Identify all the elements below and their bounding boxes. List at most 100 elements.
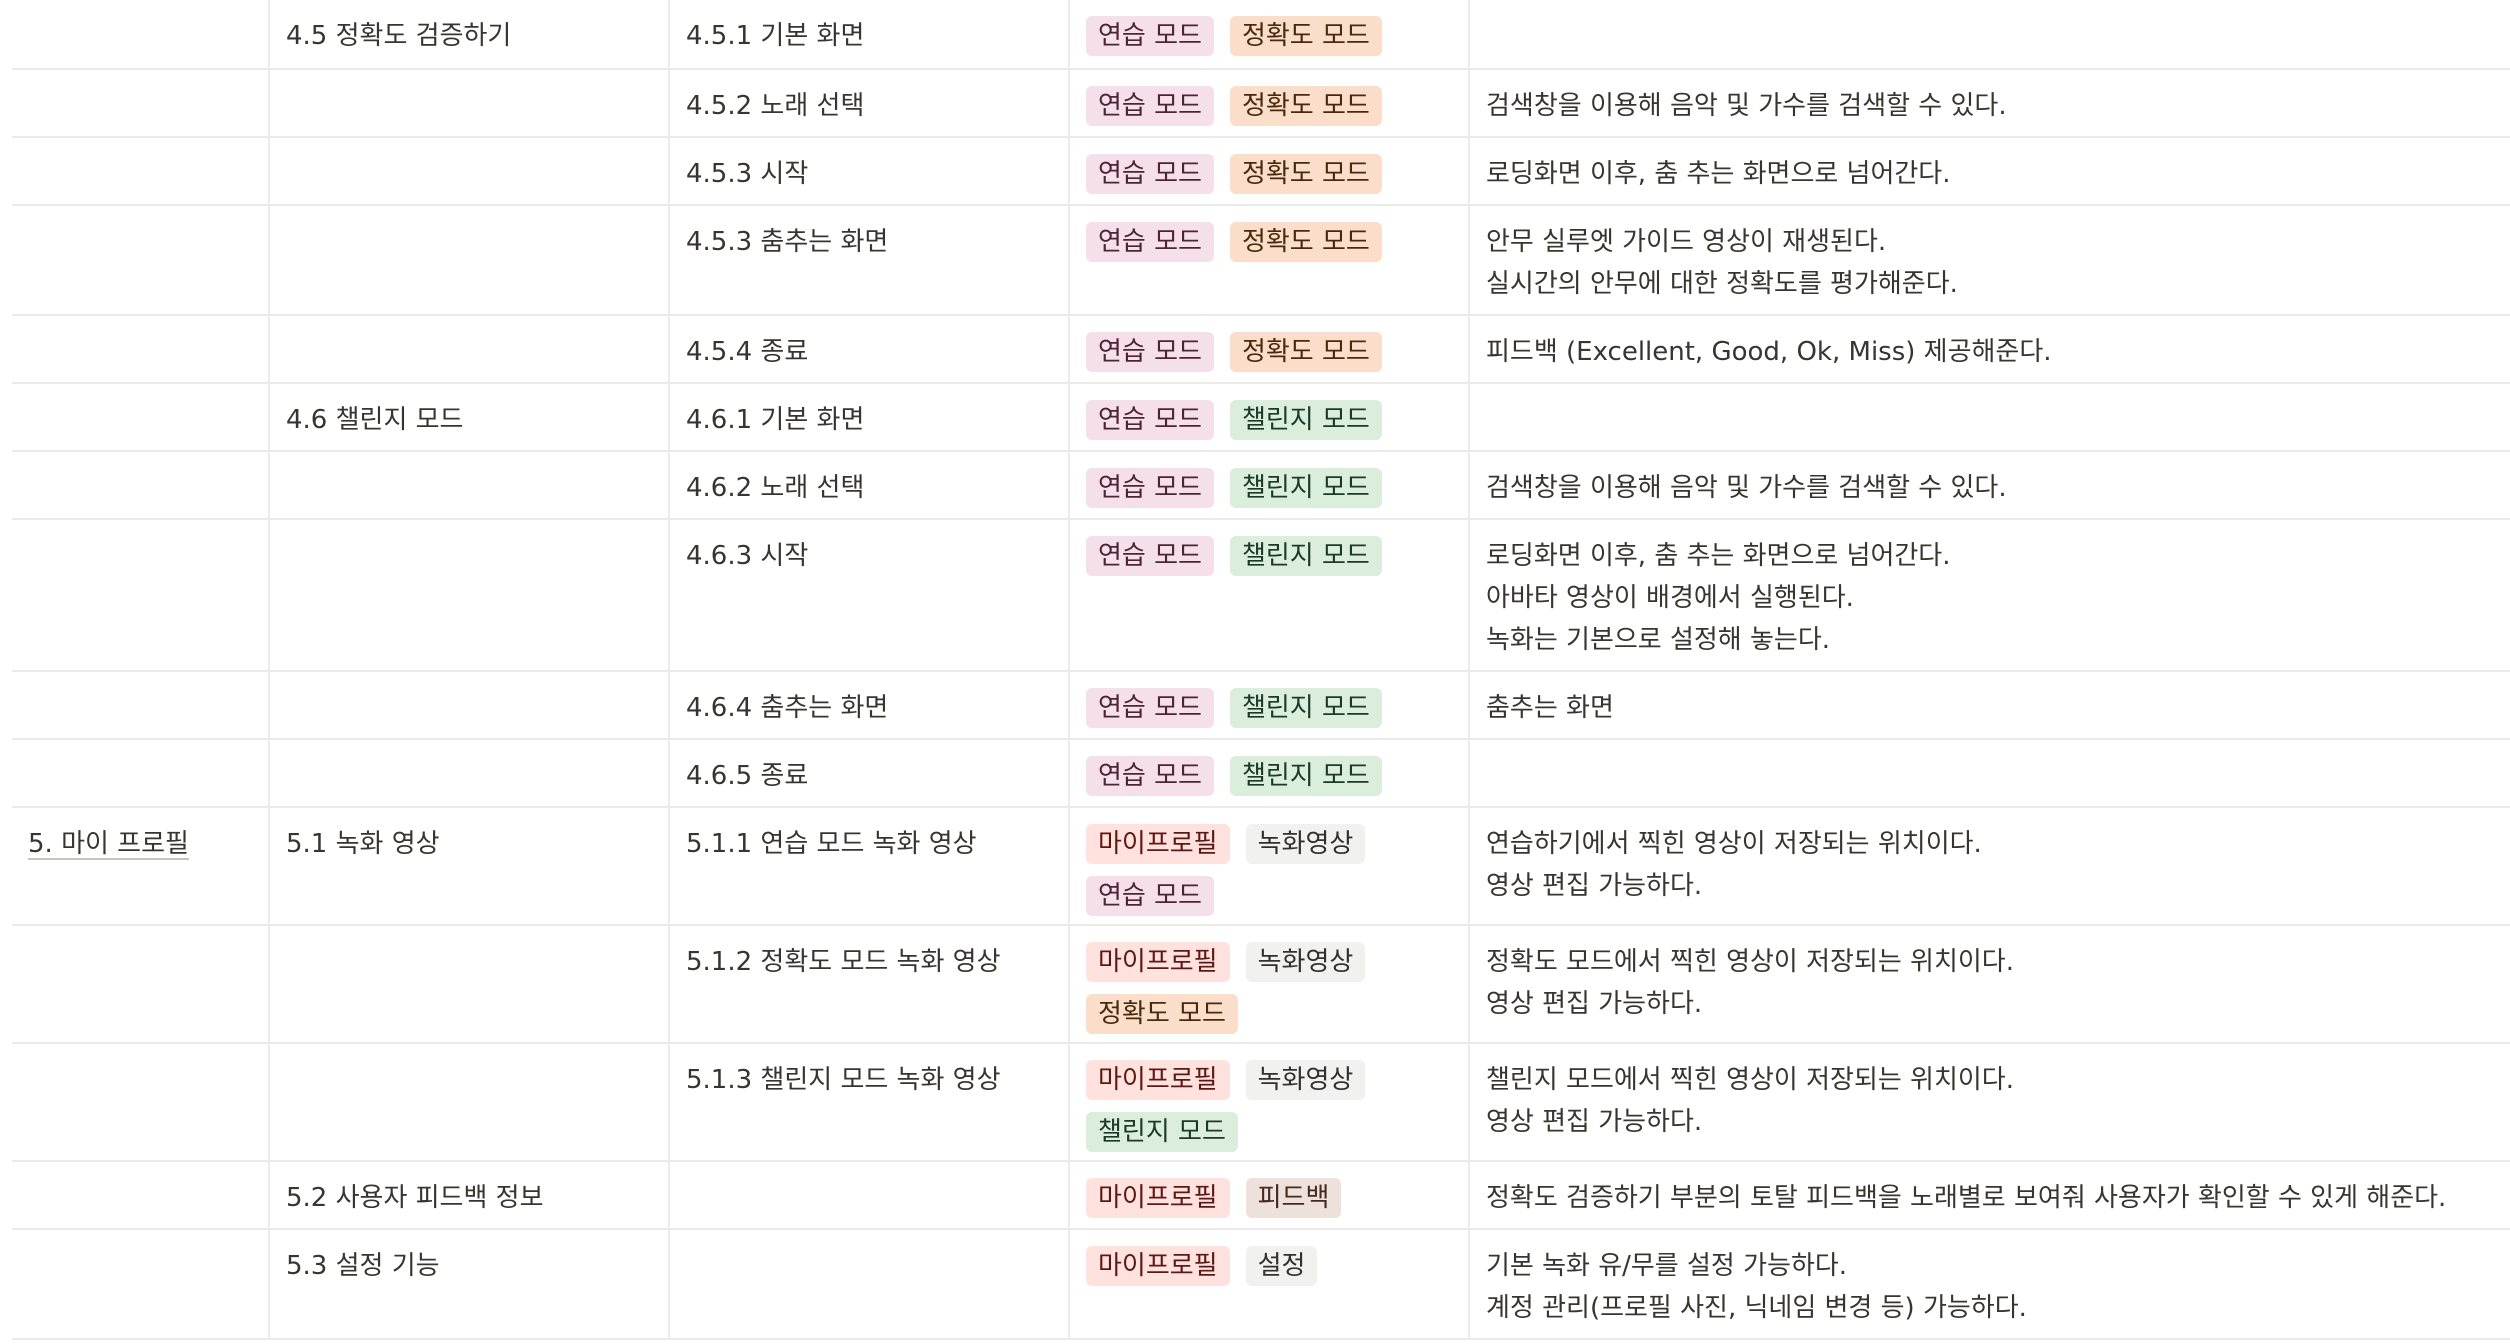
subsection-cell[interactable]: 5.1 녹화 영상 [270,808,670,924]
section-cell[interactable] [0,206,270,314]
feature-cell[interactable]: 4.5.4 종료 [670,316,1070,382]
tag-list: 연습 모드 정확도 모드 [1086,330,1452,382]
table-row[interactable]: 5.2 사용자 피드백 정보 마이프로필 피드백 정확도 검증하기 부분의 토탈 피드… [0,1162,2510,1230]
description-cell[interactable] [1470,384,2510,450]
section-cell[interactable] [0,138,270,204]
feature-cell[interactable]: 4.6.4 춤추는 화면 [670,672,1070,738]
tags-cell[interactable]: 마이프로필 설정 [1070,1230,1470,1338]
table-row[interactable]: 4.6.5 종료 연습 모드 챌린지 모드 [0,740,2510,808]
section-cell[interactable] [0,452,270,518]
tags-cell[interactable]: 연습 모드 챌린지 모드 [1070,520,1470,670]
subsection-cell[interactable] [270,138,670,204]
subsection-cell[interactable] [270,740,670,806]
description-cell[interactable] [1470,0,2510,68]
table-row[interactable]: 4.5 정확도 검증하기 4.5.1 기본 화면 연습 모드 정확도 모드 [0,0,2510,70]
tags-cell[interactable]: 마이프로필 녹화영상 정확도 모드 [1070,926,1470,1042]
subsection-cell[interactable]: 4.5 정확도 검증하기 [270,0,670,68]
section-cell[interactable] [0,926,270,1042]
subsection-cell[interactable] [270,452,670,518]
table-row[interactable]: 4.5.4 종료 연습 모드 정확도 모드 피드백 (Excellent, Good,… [0,316,2510,384]
table-row[interactable]: 4.5.3 춤추는 화면 연습 모드 정확도 모드 안무 실루엣 가이드 영상이 재생… [0,206,2510,316]
table-row[interactable]: 4.6.4 춤추는 화면 연습 모드 챌린지 모드 춤추는 화면 [0,672,2510,740]
feature-cell[interactable]: 4.5.3 시작 [670,138,1070,204]
section-title[interactable]: 5. 마이 프로필 [28,829,189,859]
subsection-cell[interactable] [270,316,670,382]
tags-cell[interactable]: 연습 모드 챌린지 모드 [1070,672,1470,738]
table-row[interactable]: 4.6 챌린지 모드 4.6.1 기본 화면 연습 모드 챌린지 모드 [0,384,2510,452]
table-row[interactable]: 4.6.3 시작 연습 모드 챌린지 모드 로딩화면 이후, 춤 추는 화면으로 넘어… [0,520,2510,672]
description-cell[interactable]: 기본 녹화 유/무를 설정 가능하다. 계정 관리(프로필 사진, 닉네임 변경 … [1470,1230,2510,1338]
feature-cell[interactable]: 4.6.2 노래 선택 [670,452,1070,518]
feature-title: 4.6.5 종료 [686,761,809,791]
table-row[interactable]: 4.5.2 노래 선택 연습 모드 정확도 모드 검색창을 이용해 음악 및 가수를 … [0,70,2510,138]
subsection-cell[interactable] [270,1044,670,1160]
section-cell[interactable] [0,1044,270,1160]
feature-cell[interactable]: 4.5.1 기본 화면 [670,0,1070,68]
tag-badge: 챌린지 모드 [1229,756,1382,796]
tags-cell[interactable]: 연습 모드 정확도 모드 [1070,316,1470,382]
feature-cell[interactable] [670,1230,1070,1338]
description-cell[interactable]: 정확도 모드에서 찍힌 영상이 저장되는 위치이다. 영상 편집 가능하다. [1470,926,2510,1042]
table-row[interactable]: 5. 마이 프로필 5.1 녹화 영상 5.1.1 연습 모드 녹화 영상 마이프로필… [0,808,2510,926]
tags-cell[interactable]: 연습 모드 정확도 모드 [1070,138,1470,204]
description-cell[interactable]: 연습하기에서 찍힌 영상이 저장되는 위치이다. 영상 편집 가능하다. [1470,808,2510,924]
row-lead-gap [0,1044,12,1162]
tags-cell[interactable]: 연습 모드 정확도 모드 [1070,0,1470,68]
section-cell[interactable] [0,1230,270,1338]
section-cell[interactable]: 5. 마이 프로필 [0,808,270,924]
feature-cell[interactable]: 5.1.2 정확도 모드 녹화 영상 [670,926,1070,1042]
feature-cell[interactable] [670,1162,1070,1228]
tag-badge: 마이프로필 [1086,824,1230,864]
subsection-cell[interactable] [270,672,670,738]
feature-cell[interactable]: 4.5.3 춤추는 화면 [670,206,1070,314]
description-cell[interactable]: 로딩화면 이후, 춤 추는 화면으로 넘어간다. 아바타 영상이 배경에서 실행된… [1470,520,2510,670]
subsection-cell[interactable]: 5.3 설정 기능 [270,1230,670,1338]
description-cell[interactable]: 춤추는 화면 [1470,672,2510,738]
tags-cell[interactable]: 연습 모드 챌린지 모드 [1070,384,1470,450]
description-line: 실시간의 안무에 대한 정확도를 평가해준다. [1486,269,1958,299]
feature-title: 4.5.3 시작 [686,159,809,189]
table-row[interactable]: 4.6.2 노래 선택 연습 모드 챌린지 모드 검색창을 이용해 음악 및 가수를 … [0,452,2510,520]
description-cell[interactable]: 검색창을 이용해 음악 및 가수를 검색할 수 있다. [1470,452,2510,518]
section-cell[interactable] [0,672,270,738]
section-cell[interactable] [0,316,270,382]
feature-cell[interactable]: 4.6.5 종료 [670,740,1070,806]
subsection-cell[interactable]: 5.2 사용자 피드백 정보 [270,1162,670,1228]
section-cell[interactable] [0,70,270,136]
subsection-cell[interactable] [270,70,670,136]
table-row[interactable]: 5.3 설정 기능 마이프로필 설정 기본 녹화 유/무를 설정 가능하다. 계정 관리… [0,1230,2510,1340]
description-line: 정확도 검증하기 부분의 토탈 피드백을 노래별로 보여줘 사용자가 확인할 수… [1486,1183,2447,1213]
description-cell[interactable]: 챌린지 모드에서 찍힌 영상이 저장되는 위치이다. 영상 편집 가능하다. [1470,1044,2510,1160]
description-cell[interactable]: 검색창을 이용해 음악 및 가수를 검색할 수 있다. [1470,70,2510,136]
section-cell[interactable] [0,0,270,68]
feature-cell[interactable]: 4.6.3 시작 [670,520,1070,670]
tags-cell[interactable]: 연습 모드 정확도 모드 [1070,206,1470,314]
tags-cell[interactable]: 연습 모드 정확도 모드 [1070,70,1470,136]
description-cell[interactable] [1470,740,2510,806]
feature-title: 4.6.3 시작 [686,541,809,571]
description-cell[interactable]: 안무 실루엣 가이드 영상이 재생된다. 실시간의 안무에 대한 정확도를 평가해… [1470,206,2510,314]
table-row[interactable]: 5.1.3 챌린지 모드 녹화 영상 마이프로필 녹화영상 챌린지 모드 챌린지 모드에… [0,1044,2510,1162]
section-cell[interactable] [0,520,270,670]
table-row[interactable]: 5.1.2 정확도 모드 녹화 영상 마이프로필 녹화영상 정확도 모드 정확도 모드에… [0,926,2510,1044]
tags-cell[interactable]: 마이프로필 녹화영상 챌린지 모드 [1070,1044,1470,1160]
subsection-cell[interactable] [270,520,670,670]
tags-cell[interactable]: 연습 모드 챌린지 모드 [1070,452,1470,518]
section-cell[interactable] [0,384,270,450]
feature-cell[interactable]: 5.1.3 챌린지 모드 녹화 영상 [670,1044,1070,1160]
tags-cell[interactable]: 마이프로필 피드백 [1070,1162,1470,1228]
table-row[interactable]: 4.5.3 시작 연습 모드 정확도 모드 로딩화면 이후, 춤 추는 화면으로 넘어… [0,138,2510,206]
subsection-cell[interactable] [270,926,670,1042]
feature-cell[interactable]: 4.6.1 기본 화면 [670,384,1070,450]
description-cell[interactable]: 로딩화면 이후, 춤 추는 화면으로 넘어간다. [1470,138,2510,204]
subsection-cell[interactable] [270,206,670,314]
tags-cell[interactable]: 마이프로필 녹화영상 연습 모드 [1070,808,1470,924]
description-cell[interactable]: 피드백 (Excellent, Good, Ok, Miss) 제공해준다. [1470,316,2510,382]
subsection-cell[interactable]: 4.6 챌린지 모드 [270,384,670,450]
description-cell[interactable]: 정확도 검증하기 부분의 토탈 피드백을 노래별로 보여줘 사용자가 확인할 수… [1470,1162,2510,1228]
section-cell[interactable] [0,740,270,806]
feature-cell[interactable]: 5.1.1 연습 모드 녹화 영상 [670,808,1070,924]
section-cell[interactable] [0,1162,270,1228]
tags-cell[interactable]: 연습 모드 챌린지 모드 [1070,740,1470,806]
feature-cell[interactable]: 4.5.2 노래 선택 [670,70,1070,136]
